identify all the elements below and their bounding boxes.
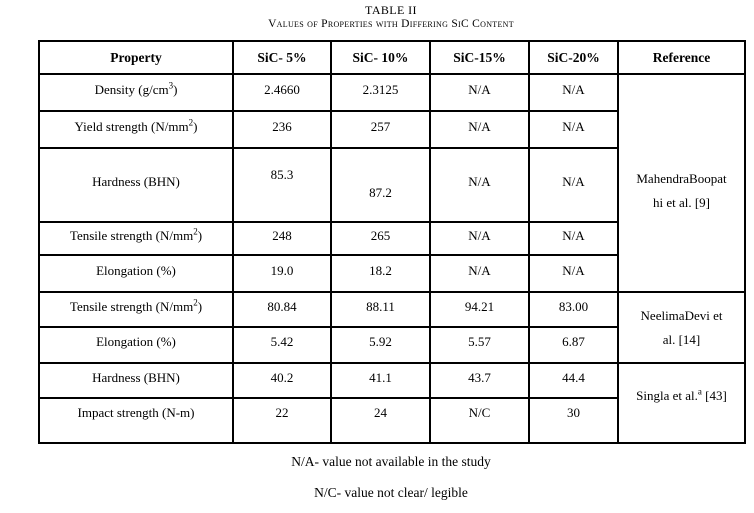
value-cell: 80.84 xyxy=(232,291,332,328)
footnote-nc: N/C- value not clear/ legible xyxy=(314,485,468,500)
property-cell: Tensile strength (N/mm2) xyxy=(38,291,234,328)
property-cell: Yield strength (N/mm2) xyxy=(38,110,234,149)
properties-table: Property SiC- 5% SiC- 10% SiC-15% SiC-20% Ref… xyxy=(38,40,746,444)
value-cell: 2.4660 xyxy=(232,73,332,112)
value-cell: 87.2 xyxy=(330,147,431,223)
footnote-na: N/A- value not available in the study xyxy=(291,454,491,469)
property-cell: Elongation (%) xyxy=(38,254,234,293)
value-cell: 83.00 xyxy=(528,291,619,328)
value-cell: 41.1 xyxy=(330,362,431,399)
value-cell: 19.0 xyxy=(232,254,332,293)
property-cell: Density (g/cm3) xyxy=(38,73,234,112)
table-subtitle: Values of Properties with Differing SiC … xyxy=(268,18,514,30)
value-cell: 265 xyxy=(330,221,431,256)
table-title: TABLE II xyxy=(365,3,417,17)
table-row: Elongation (%) 19.0 18.2 N/A N/A xyxy=(38,254,745,293)
table-row: Tensile strength (N/mm2) 248 265 N/A N/A xyxy=(38,221,745,256)
value-cell: 88.11 xyxy=(330,291,431,328)
table-row: Yield strength (N/mm2) 236 257 N/A N/A xyxy=(38,110,745,149)
column-header: SiC-15% xyxy=(429,40,530,75)
reference-cell: NeelimaDevi et al. [14] xyxy=(617,291,746,364)
reference-cell: Singla et al.a [43] xyxy=(617,362,746,444)
value-cell: 44.4 xyxy=(528,362,619,399)
value-cell: 22 xyxy=(232,397,332,444)
value-cell: N/A xyxy=(429,73,530,112)
value-cell: 94.21 xyxy=(429,291,530,328)
superscript: a xyxy=(697,386,702,397)
value-cell: 24 xyxy=(330,397,431,444)
column-header: SiC-20% xyxy=(528,40,619,75)
superscript: 3 xyxy=(168,80,174,91)
value-cell: 5.57 xyxy=(429,326,530,364)
superscript: 2 xyxy=(193,226,198,237)
table-body: Density (g/cm3) 2.4660 2.3125 N/A N/A Mahendr… xyxy=(38,73,746,444)
value-cell: N/A xyxy=(528,254,619,293)
column-header: Property xyxy=(38,40,234,75)
column-header: Reference xyxy=(617,40,746,75)
value-cell: N/A xyxy=(429,110,530,149)
property-cell: Impact strength (N-m) xyxy=(38,397,234,444)
value-cell: 43.7 xyxy=(429,362,530,399)
table-row: Tensile strength (N/mm2) 80.84 88.11 94.21 8… xyxy=(38,291,746,364)
table-row: Density (g/cm3) 2.4660 2.3125 N/A N/A Mahendr… xyxy=(38,73,746,293)
value-cell: N/A xyxy=(429,147,530,223)
table-row: Impact strength (N-m) 22 24 N/C 30 xyxy=(38,397,745,444)
value-cell: 85.3 xyxy=(232,147,332,223)
header-row: Property SiC- 5% SiC- 10% SiC-15% SiC-20% Ref… xyxy=(38,40,746,75)
table-row: Hardness (BHN) 40.2 41.1 43.7 44.4 Singla et … xyxy=(38,362,746,444)
column-header: SiC- 5% xyxy=(232,40,332,75)
value-cell: N/A xyxy=(528,221,619,256)
table-row: Elongation (%) 5.42 5.92 5.57 6.87 xyxy=(38,326,745,364)
table-caption: TABLE II Values of Properties with Diffe… xyxy=(38,3,744,31)
column-header: SiC- 10% xyxy=(330,40,431,75)
value-cell: 5.92 xyxy=(330,326,431,364)
reference-cell: MahendraBoopat hi et al. [9] xyxy=(617,73,746,293)
property-cell: Tensile strength (N/mm2) xyxy=(38,221,234,256)
property-cell: Hardness (BHN) xyxy=(38,362,234,399)
value-cell: N/A xyxy=(528,73,619,112)
value-cell: N/A xyxy=(528,110,619,149)
property-cell: Elongation (%) xyxy=(38,326,234,364)
value-cell: 257 xyxy=(330,110,431,149)
value-cell: 30 xyxy=(528,397,619,444)
value-cell: 6.87 xyxy=(528,326,619,364)
superscript: 2 xyxy=(188,117,194,128)
value-cell: 18.2 xyxy=(330,254,431,293)
table-row: Hardness (BHN) 85.3 87.2 N/A N/A xyxy=(38,147,745,223)
value-cell: 2.3125 xyxy=(330,73,431,112)
value-cell: 40.2 xyxy=(232,362,332,399)
value-cell: N/A xyxy=(429,221,530,256)
value-cell: 5.42 xyxy=(232,326,332,364)
value-cell: N/A xyxy=(528,147,619,223)
footnotes: N/A- value not available in the study N/… xyxy=(38,453,744,513)
value-cell: N/C xyxy=(429,397,530,444)
property-cell: Hardness (BHN) xyxy=(38,147,234,223)
value-cell: N/A xyxy=(429,254,530,293)
value-cell: 236 xyxy=(232,110,332,149)
value-cell: 248 xyxy=(232,221,332,256)
superscript: 2 xyxy=(193,297,198,308)
